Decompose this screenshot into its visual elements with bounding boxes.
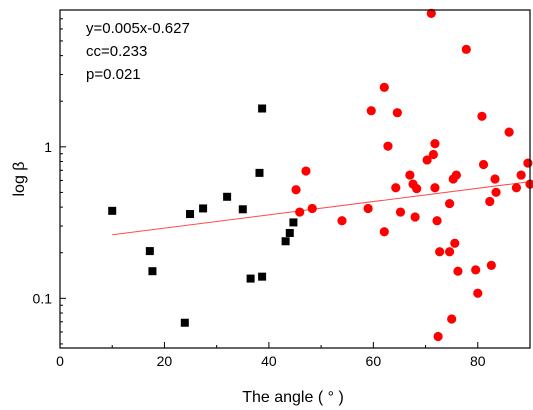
x-tick-label: 60	[366, 353, 382, 369]
data-point-square	[223, 192, 232, 201]
data-point-circle	[444, 247, 455, 257]
x-tick-label: 0	[56, 353, 64, 369]
data-point-circle	[337, 216, 347, 226]
data-point-square	[255, 168, 264, 177]
x-tick-label: 40	[261, 353, 277, 369]
x-tick-label: 20	[157, 353, 173, 369]
data-point-circle	[435, 247, 445, 257]
data-point-square	[258, 104, 267, 113]
data-point-circle	[473, 288, 483, 298]
data-point-square	[199, 204, 208, 213]
data-point-circle	[295, 207, 305, 217]
data-point-circle	[490, 174, 500, 184]
y-axis-title: log β	[11, 162, 28, 197]
annotation-p: p=0.021	[86, 66, 141, 83]
data-point-circle	[444, 198, 455, 209]
data-point-circle	[410, 212, 420, 222]
data-point-circle	[426, 8, 436, 18]
plot-frame	[59, 9, 531, 349]
y-tick-label: 0.1	[33, 290, 53, 306]
data-point-circle	[366, 106, 376, 116]
data-point-circle	[379, 82, 389, 92]
y-tick-label: 1	[44, 139, 52, 155]
x-tick-label: 80	[470, 353, 486, 369]
data-point-circle	[430, 139, 440, 149]
data-point-circle	[447, 314, 457, 324]
data-point-circle	[516, 170, 526, 180]
data-point-circle	[363, 203, 373, 214]
data-point-circle	[383, 141, 393, 151]
annotation-cc: cc=0.233	[86, 43, 147, 60]
data-point-circle	[301, 166, 311, 176]
fit-line-layer	[112, 181, 531, 236]
x-axis-title: The angle ( ° )	[242, 389, 344, 406]
fit-line	[112, 181, 531, 236]
data-point-circle	[405, 170, 415, 180]
data-point-circle	[433, 331, 443, 342]
axis-ticks	[59, 9, 479, 348]
data-point-circle	[486, 260, 496, 270]
data-point-circle	[511, 183, 522, 193]
data-point-circle	[451, 170, 461, 180]
data-point-square	[108, 206, 117, 215]
data-point-circle	[471, 265, 481, 275]
data-point-square	[281, 237, 290, 246]
data-point-square	[258, 272, 267, 281]
data-point-circle	[428, 149, 438, 160]
data-point-circle	[485, 196, 495, 207]
data-point-circle	[422, 155, 432, 165]
data-point-circle	[504, 127, 514, 137]
data-point-square	[285, 228, 294, 237]
tick-labels: 0 20 40 60 80 0.1 1	[33, 139, 486, 369]
data-point-circle	[412, 183, 422, 194]
data-point-square	[289, 218, 298, 227]
data-point-square	[186, 210, 195, 219]
data-point-circle	[391, 183, 401, 193]
data-point-circle	[395, 207, 406, 217]
data-point-circle	[291, 185, 301, 195]
data-point-circle	[379, 227, 389, 237]
data-point-circle	[523, 158, 533, 168]
data-point-circle	[491, 187, 501, 197]
data-point-circle	[461, 44, 471, 54]
data-point-circle	[525, 179, 533, 189]
data-point-circle	[307, 203, 317, 214]
data-point-circle	[453, 266, 463, 276]
data-point-circle	[478, 159, 489, 170]
data-point-square	[148, 267, 157, 276]
data-point-square	[180, 318, 189, 327]
data-points	[108, 8, 533, 342]
data-point-circle	[430, 183, 440, 193]
data-point-circle	[392, 108, 402, 118]
data-point-square	[246, 274, 255, 283]
annotation-equation: y=0.005x-0.627	[86, 20, 190, 37]
data-point-circle	[477, 111, 487, 121]
data-point-circle	[432, 216, 442, 226]
data-point-square	[145, 247, 154, 256]
data-point-square	[238, 205, 247, 214]
data-point-circle	[450, 238, 460, 248]
